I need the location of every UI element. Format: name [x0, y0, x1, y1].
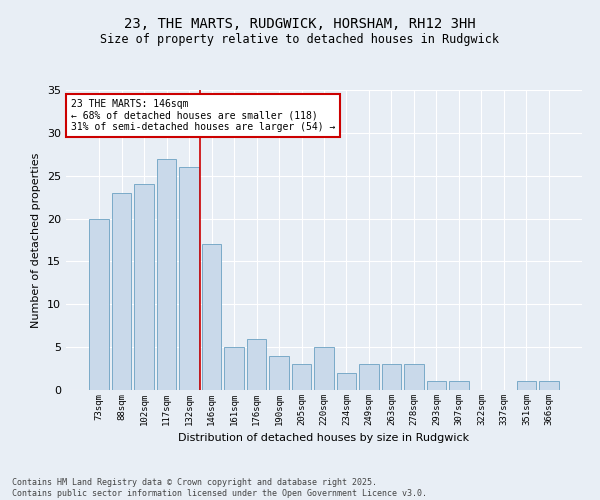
Bar — [337, 373, 356, 390]
Bar — [292, 364, 311, 390]
Text: 23, THE MARTS, RUDGWICK, HORSHAM, RH12 3HH: 23, THE MARTS, RUDGWICK, HORSHAM, RH12 3… — [124, 18, 476, 32]
Bar — [134, 184, 154, 390]
X-axis label: Distribution of detached houses by size in Rudgwick: Distribution of detached houses by size … — [178, 434, 470, 444]
Bar — [404, 364, 424, 390]
Bar — [314, 347, 334, 390]
Bar — [202, 244, 221, 390]
Bar — [539, 382, 559, 390]
Bar — [427, 382, 446, 390]
Y-axis label: Number of detached properties: Number of detached properties — [31, 152, 41, 328]
Bar — [517, 382, 536, 390]
Bar — [359, 364, 379, 390]
Bar — [157, 158, 176, 390]
Bar — [112, 193, 131, 390]
Bar — [382, 364, 401, 390]
Bar — [224, 347, 244, 390]
Bar — [449, 382, 469, 390]
Bar — [269, 356, 289, 390]
Bar — [179, 167, 199, 390]
Bar — [247, 338, 266, 390]
Bar — [89, 218, 109, 390]
Text: Size of property relative to detached houses in Rudgwick: Size of property relative to detached ho… — [101, 32, 499, 46]
Text: 23 THE MARTS: 146sqm
← 68% of detached houses are smaller (118)
31% of semi-deta: 23 THE MARTS: 146sqm ← 68% of detached h… — [71, 99, 335, 132]
Text: Contains HM Land Registry data © Crown copyright and database right 2025.
Contai: Contains HM Land Registry data © Crown c… — [12, 478, 427, 498]
